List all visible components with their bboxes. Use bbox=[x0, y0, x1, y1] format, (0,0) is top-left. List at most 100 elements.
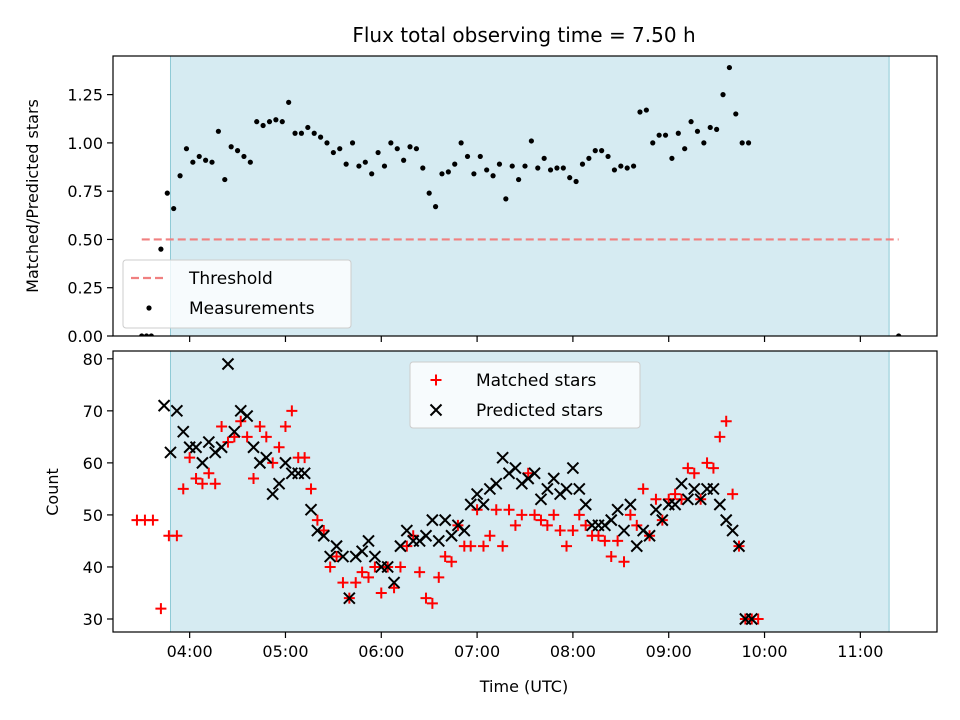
measurement-point bbox=[260, 122, 266, 129]
x-tick-label: 11:00 bbox=[837, 642, 883, 661]
matched-stars-point bbox=[446, 556, 458, 568]
measurement-point bbox=[707, 124, 713, 131]
matched-stars-point bbox=[222, 436, 234, 448]
measurement-point bbox=[618, 163, 624, 169]
predicted-stars-point bbox=[509, 461, 522, 475]
predicted-stars-point bbox=[688, 482, 701, 496]
measurement-point bbox=[426, 190, 432, 196]
x-tick-label: 06:00 bbox=[358, 642, 404, 661]
matched-stars-point bbox=[471, 504, 483, 516]
predicted-stars-point bbox=[196, 456, 209, 470]
matched-stars-point bbox=[286, 405, 298, 417]
predicted-stars-point bbox=[426, 513, 439, 527]
measurement-point bbox=[547, 167, 554, 173]
ratio-y-tick-label: 1.00 bbox=[67, 134, 103, 153]
predicted-stars-point bbox=[668, 498, 682, 511]
ratio-y-tick-label: 0.50 bbox=[67, 230, 103, 249]
measurement-point bbox=[394, 146, 400, 152]
measurement-point bbox=[432, 204, 439, 210]
measurement-point bbox=[624, 165, 630, 171]
matched-stars-point bbox=[267, 457, 279, 469]
legend-threshold-label: Threshold bbox=[188, 269, 273, 289]
count-y-tick-label: 50 bbox=[83, 506, 103, 525]
measurement-point bbox=[143, 333, 150, 336]
matched-stars-point bbox=[682, 462, 694, 474]
measurement-point bbox=[516, 176, 522, 183]
matched-stars-point bbox=[554, 525, 566, 537]
measurement-point bbox=[330, 149, 336, 156]
matched-stars-point bbox=[752, 613, 764, 625]
predicted-stars-point bbox=[458, 524, 471, 537]
measurement-point bbox=[630, 163, 637, 169]
predicted-stars-point bbox=[732, 539, 746, 553]
time-x-axis-label: Time (UTC) bbox=[479, 677, 568, 696]
matched-stars-point bbox=[599, 535, 611, 547]
measurement-point bbox=[522, 163, 528, 169]
legend-matched-swatch bbox=[430, 374, 442, 386]
measurement-point bbox=[528, 138, 534, 144]
count-y-tick-label: 60 bbox=[83, 454, 103, 473]
measurement-point bbox=[139, 333, 145, 336]
matched-stars-point bbox=[541, 519, 553, 531]
measurement-point bbox=[298, 130, 305, 136]
predicted-stars-point bbox=[272, 477, 286, 490]
matched-stars-point bbox=[254, 420, 266, 432]
chart-title: Flux total observing time = 7.50 h bbox=[352, 23, 695, 47]
measurement-point bbox=[452, 161, 458, 167]
count-plot-panel: 30 40 50 60 70 80 04:00 05:00 06:00 07:00 08:00 09:… bbox=[83, 350, 938, 661]
ratio-plot-panel: 0.00 0.25 0.50 0.75 1.00 1.25 Threshold Measure… bbox=[67, 55, 938, 346]
matched-stars-point bbox=[714, 431, 726, 443]
measurement-point bbox=[560, 165, 566, 171]
matched-stars-point bbox=[216, 420, 228, 432]
count-legend: Matched stars Predicted stars bbox=[409, 361, 641, 429]
matched-stars-point bbox=[605, 551, 617, 563]
predicted-stars-point bbox=[157, 399, 171, 412]
matched-stars-point bbox=[727, 488, 739, 500]
predicted-stars-point bbox=[336, 550, 350, 563]
predicted-stars-point bbox=[656, 513, 669, 527]
predicted-stars-point bbox=[362, 534, 375, 548]
matched-stars-point bbox=[720, 415, 732, 427]
predicted-stars-point bbox=[477, 498, 490, 511]
measurement-point bbox=[273, 117, 279, 123]
x-tick-label: 04:00 bbox=[167, 642, 213, 661]
measurement-point bbox=[896, 333, 902, 336]
matched-stars-point bbox=[299, 452, 311, 464]
measurement-point bbox=[573, 178, 579, 185]
predicted-stars-point bbox=[323, 550, 337, 563]
matched-stars-point bbox=[529, 509, 541, 521]
measurement-point bbox=[164, 190, 170, 196]
ratio-y-tick-label: 0.75 bbox=[67, 182, 103, 201]
matched-stars-point bbox=[669, 488, 681, 500]
measurement-point bbox=[292, 130, 298, 136]
matched-stars-point bbox=[279, 420, 291, 432]
matched-stars-point bbox=[477, 540, 489, 552]
matched-stars-point bbox=[503, 504, 515, 516]
predicted-stars-point bbox=[541, 482, 554, 496]
measurement-point bbox=[369, 171, 375, 177]
measurement-point bbox=[247, 159, 253, 165]
measurement-point bbox=[503, 196, 509, 202]
matched-stars-point bbox=[497, 540, 509, 552]
predicted-stars-point bbox=[675, 477, 688, 490]
matched-stars-point bbox=[573, 509, 585, 521]
legend-measurements-label: Measurements bbox=[189, 299, 315, 319]
matched-stars-point bbox=[331, 551, 343, 563]
measurement-point bbox=[477, 153, 483, 160]
measurement-point bbox=[675, 130, 681, 136]
measurement-point bbox=[733, 111, 739, 117]
predicted-stars-point bbox=[202, 435, 216, 449]
matched-stars-point bbox=[433, 571, 445, 583]
matched-stars-point bbox=[420, 592, 432, 604]
matched-stars-point bbox=[228, 431, 240, 443]
legend-predicted-label: Predicted stars bbox=[476, 401, 603, 421]
matched-stars-point bbox=[401, 540, 413, 552]
matched-stars-point bbox=[465, 540, 477, 552]
measurement-point bbox=[401, 157, 407, 163]
predicted-stars-point bbox=[560, 482, 573, 496]
predicted-stars-point bbox=[394, 539, 407, 553]
predicted-stars-point bbox=[381, 560, 394, 574]
matched-stars-point bbox=[311, 514, 323, 526]
predicted-stars-point bbox=[496, 451, 509, 464]
ratio-y-tick-label: 0.25 bbox=[67, 279, 103, 298]
